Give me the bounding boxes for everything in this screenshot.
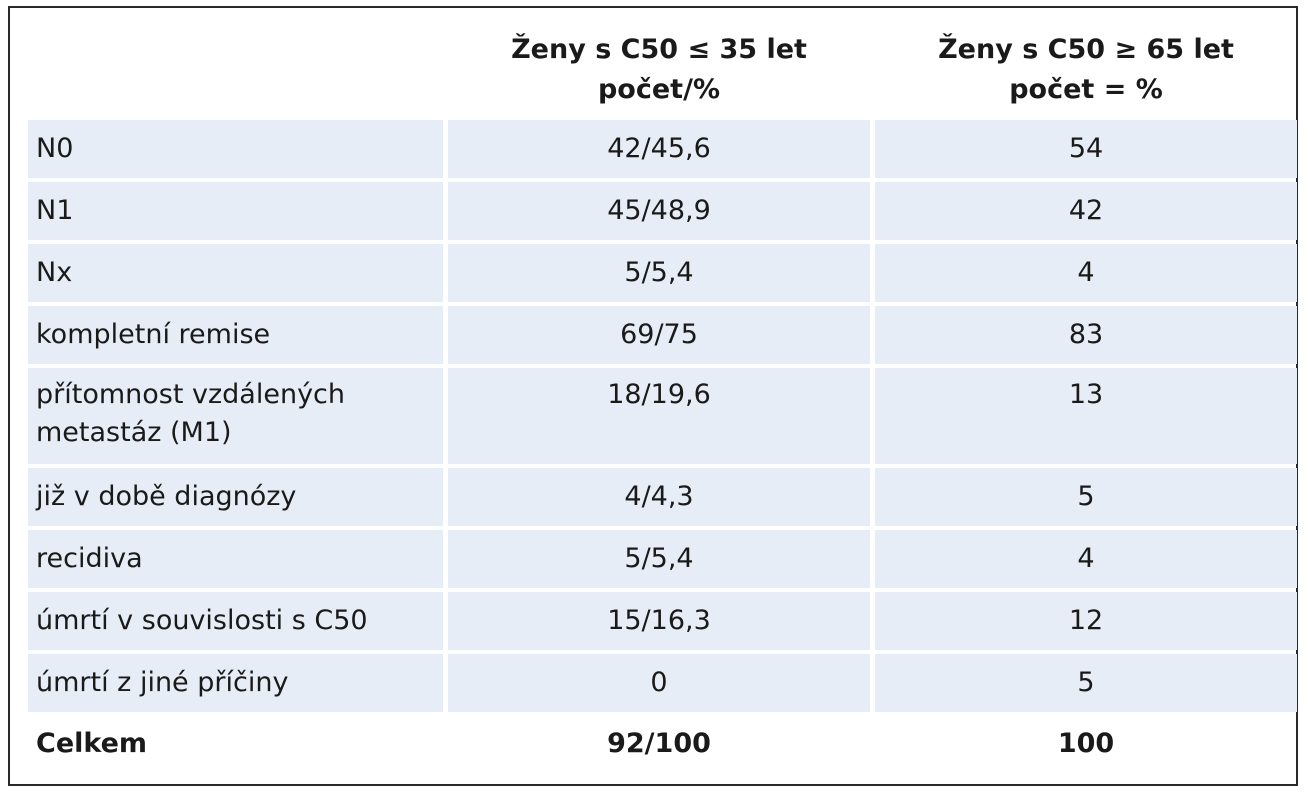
row-old-value: 42	[875, 182, 1297, 240]
total-old-value: 100	[1057, 728, 1115, 759]
table-frame: Ženy s C50 ≤ 35 let počet/% Ženy s C50 ≥…	[8, 6, 1298, 786]
row-old-value: 5	[875, 654, 1297, 712]
row-old-value: 5	[875, 468, 1297, 526]
row-label: přítomnost vzdálených metastáz (M1)	[28, 368, 443, 464]
row-label: N0	[28, 120, 443, 178]
row-young-value: 18/19,6	[448, 368, 870, 464]
row-old-value: 83	[875, 306, 1297, 364]
row-young-value: 0	[448, 654, 870, 712]
row-young-value: 69/75	[448, 306, 870, 364]
data-table: Ženy s C50 ≤ 35 let počet/% Ženy s C50 ≥…	[28, 30, 1298, 772]
row-old-value: 4	[875, 244, 1297, 302]
row-young-value: 5/5,4	[448, 530, 870, 588]
row-young-value: 4/4,3	[448, 468, 870, 526]
header-old-women: Ženy s C50 ≥ 65 let počet = %	[938, 34, 1234, 105]
header-young-women: Ženy s C50 ≤ 35 let počet/%	[511, 34, 807, 105]
row-old-value: 13	[875, 368, 1297, 464]
row-old-value: 54	[875, 120, 1297, 178]
row-label: již v době diagnózy	[28, 468, 443, 526]
row-label: Nx	[28, 244, 443, 302]
row-label: úmrtí z jiné příčiny	[28, 654, 443, 712]
row-young-value: 42/45,6	[448, 120, 870, 178]
row-old-value: 4	[875, 530, 1297, 588]
total-young-value: 92/100	[607, 728, 711, 759]
row-young-value: 45/48,9	[448, 182, 870, 240]
row-label: kompletní remise	[28, 306, 443, 364]
row-young-value: 15/16,3	[448, 592, 870, 650]
row-young-value: 5/5,4	[448, 244, 870, 302]
header-empty	[28, 30, 443, 116]
row-label: N1	[28, 182, 443, 240]
row-label: úmrtí v souvislosti s C50	[28, 592, 443, 650]
row-old-value: 12	[875, 592, 1297, 650]
total-label: Celkem	[36, 728, 148, 759]
row-label: recidiva	[28, 530, 443, 588]
